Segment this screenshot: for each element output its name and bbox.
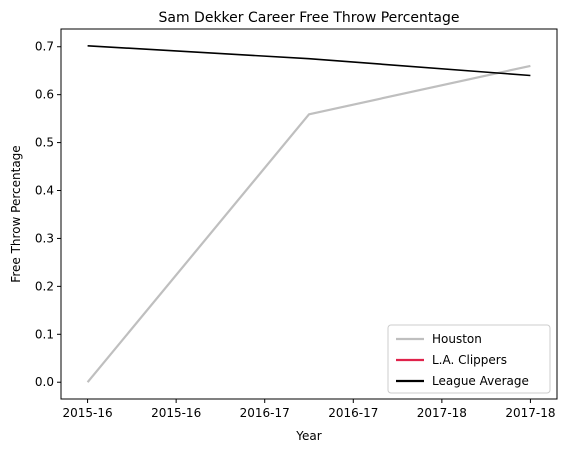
y-tick-label: 0.1 [35, 327, 54, 341]
x-tick-label: 2017-18 [417, 406, 467, 420]
y-tick-label: 0.4 [35, 184, 54, 198]
legend-label-league-average: League Average [432, 374, 529, 388]
series-lines [86, 45, 531, 383]
y-tick-label: 0.3 [35, 231, 54, 245]
x-tick-label: 2015-16 [151, 406, 201, 420]
legend-frame [387, 324, 551, 394]
y-tick-label: 0.7 [35, 40, 54, 54]
x-tick-label: 2015-16 [63, 406, 113, 420]
series-line-league-average [87, 45, 531, 77]
x-axis-ticks: 2015-16 2015-16 2016-17 2016-17 2017-18 2017-… [63, 399, 555, 420]
legend-label-l-a-clippers: L.A. Clippers [432, 353, 507, 367]
y-axis-label: Free Throw Percentage [9, 145, 23, 282]
y-axis-ticks: 0.0 0.1 0.2 0.3 0.4 0.5 0.6 0.7 [35, 40, 61, 389]
x-tick-label: 2016-17 [328, 406, 378, 420]
legend-label-houston: Houston [432, 332, 482, 346]
y-tick-label: 0.5 [35, 136, 54, 150]
legend: Houston L.A. Clippers League Average [387, 324, 551, 394]
plot-frame [60, 28, 558, 400]
series-line-houston [86, 64, 531, 383]
y-tick-label: 0.0 [35, 375, 54, 389]
chart-title: Sam Dekker Career Free Throw Percentage [159, 10, 460, 26]
x-tick-label: 2016-17 [240, 406, 290, 420]
y-tick-label: 0.2 [35, 279, 54, 293]
y-tick-label: 0.6 [35, 88, 54, 102]
x-tick-label: 2017-18 [505, 406, 555, 420]
x-axis-label: Year [295, 429, 321, 443]
